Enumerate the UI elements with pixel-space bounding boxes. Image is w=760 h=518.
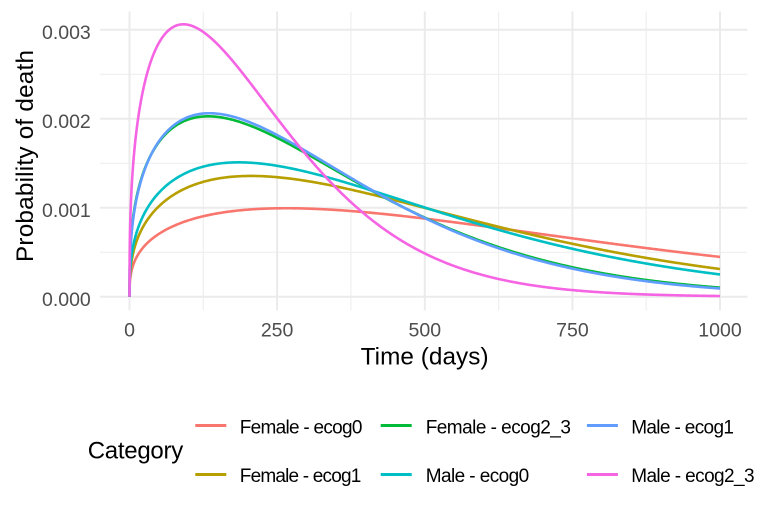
svg-text:0.001: 0.001 <box>42 200 91 222</box>
svg-text:500: 500 <box>409 320 442 342</box>
svg-text:0.002: 0.002 <box>42 111 91 133</box>
svg-text:Female - ecog1: Female - ecog1 <box>240 466 361 487</box>
svg-text:Time (days): Time (days) <box>361 344 489 371</box>
svg-text:Male - ecog1: Male - ecog1 <box>631 417 734 438</box>
svg-text:Category: Category <box>88 437 184 464</box>
svg-text:0.003: 0.003 <box>42 22 91 44</box>
svg-text:Male - ecog0: Male - ecog0 <box>426 466 530 487</box>
svg-text:750: 750 <box>556 320 589 342</box>
svg-text:Female - ecog0: Female - ecog0 <box>240 417 363 438</box>
svg-text:Female - ecog2_3: Female - ecog2_3 <box>426 417 571 438</box>
svg-text:0: 0 <box>124 320 135 342</box>
svg-text:250: 250 <box>261 320 294 342</box>
svg-text:1000: 1000 <box>698 320 742 342</box>
svg-text:Male - ecog2_3: Male - ecog2_3 <box>631 466 754 487</box>
svg-text:Probability of death: Probability of death <box>12 50 39 262</box>
svg-text:0.000: 0.000 <box>42 289 91 311</box>
